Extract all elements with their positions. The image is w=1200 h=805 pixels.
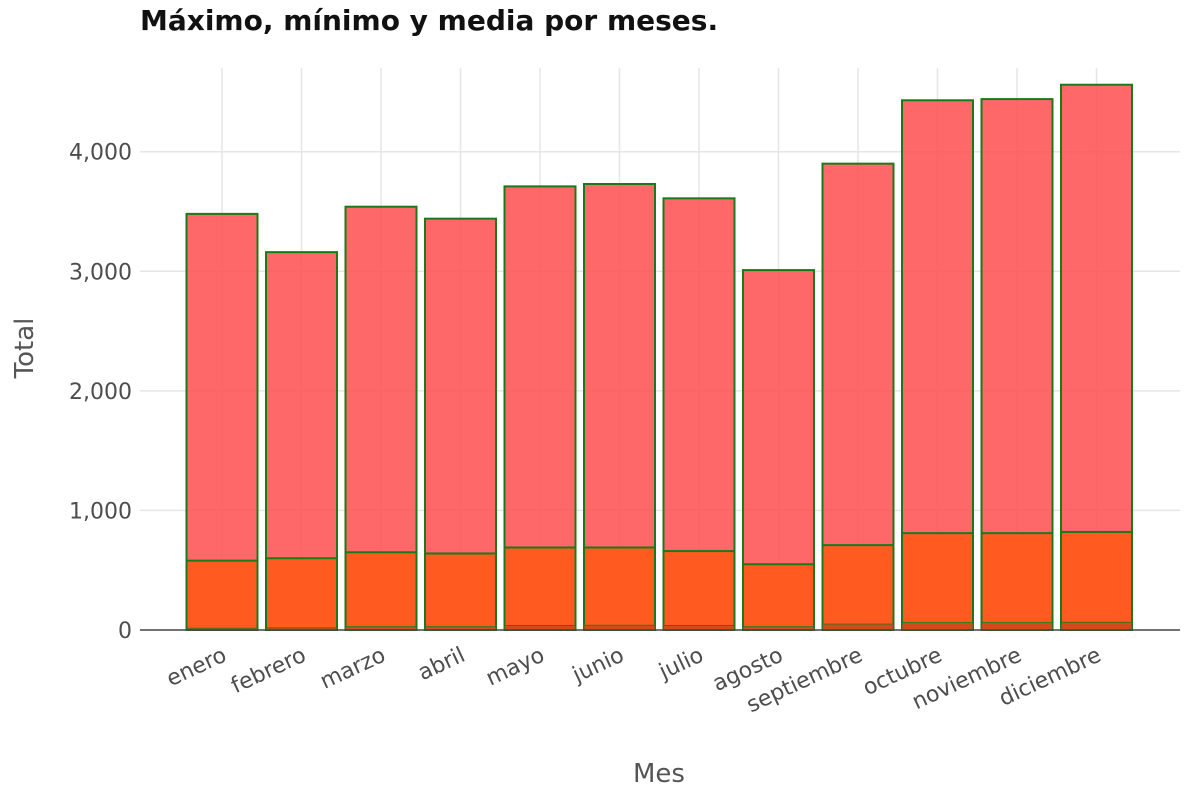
bar-mean [583, 546, 656, 631]
y-tick-label: 2,000 [69, 380, 132, 405]
bar-mean [265, 557, 338, 631]
x-tick-label: junio [568, 643, 628, 689]
y-tick-label: 4,000 [69, 141, 132, 166]
bar-min [822, 623, 894, 631]
bars-layer [185, 83, 1133, 632]
bar-mean [185, 559, 259, 631]
x-tick-label: abril [414, 643, 469, 686]
bar-mean [742, 563, 815, 632]
x-axis-title: Mes [633, 759, 685, 789]
bar-mean [662, 550, 736, 632]
chart-title: Máximo, mínimo y media por meses. [140, 4, 718, 37]
bar-mean [503, 546, 577, 631]
x-tick-label: julio [655, 643, 708, 685]
y-tick-label: 3,000 [69, 260, 132, 285]
bar-mean [901, 532, 974, 631]
bar-mean [424, 552, 497, 632]
bar-min [1060, 621, 1133, 631]
y-tick-label: 1,000 [69, 499, 132, 524]
bar-min [901, 622, 974, 631]
x-tick-label: febrero [228, 643, 311, 699]
x-tick-label: mayo [482, 643, 548, 692]
bar-mean [344, 551, 418, 632]
bar-mean [980, 532, 1054, 631]
bar-mean [1060, 530, 1133, 631]
y-axis-title: Total [10, 318, 40, 380]
x-tick-label: enero [163, 643, 231, 692]
bar-min [981, 622, 1053, 631]
bar-mean [821, 544, 895, 631]
x-tick-label: marzo [316, 643, 389, 695]
y-tick-label: 0 [118, 619, 132, 644]
